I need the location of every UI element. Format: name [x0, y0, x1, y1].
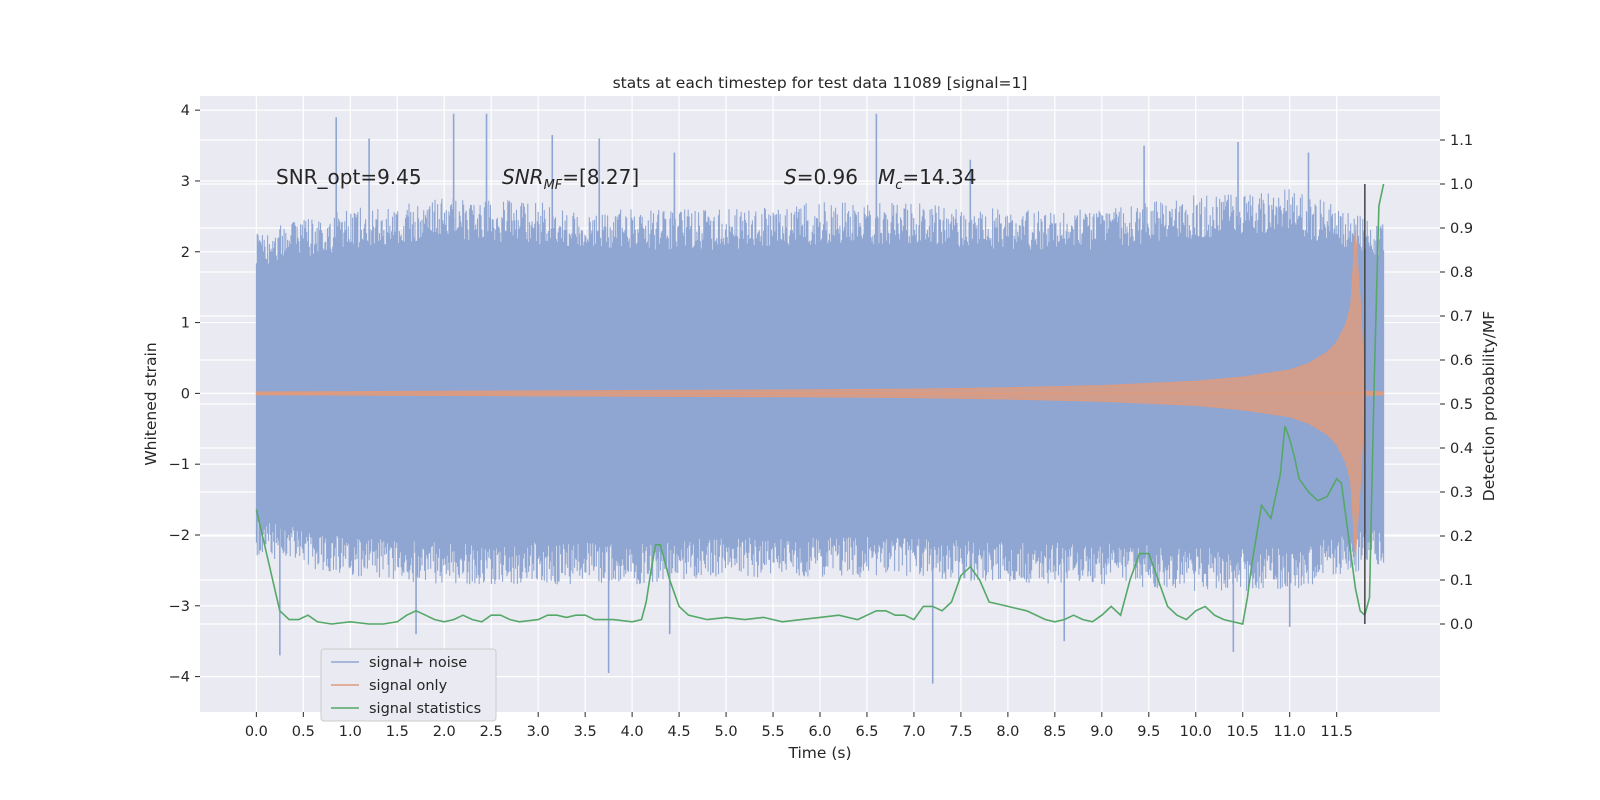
- x-tick-label: 2.0: [433, 724, 456, 740]
- snr-mf-subscript: MF: [544, 178, 563, 193]
- x-tick-label: 9.0: [1090, 724, 1113, 740]
- mc-subscript: c: [895, 178, 902, 193]
- y-tick-label-right: 0.7: [1450, 309, 1473, 325]
- legend: signal+ noise signal only signal statist…: [320, 648, 497, 722]
- x-tick-label: 8.5: [1043, 724, 1066, 740]
- y-tick-label-right: 0.4: [1450, 441, 1473, 457]
- chart-title: stats at each timestep for test data 110…: [613, 74, 1028, 92]
- y-tick-label-right: 1.0: [1450, 177, 1473, 193]
- y-tick-label-left: −4: [169, 670, 190, 686]
- x-tick-label: 1.0: [339, 724, 362, 740]
- x-tick-label: 4.5: [668, 724, 691, 740]
- y-tick-label-right: 0.0: [1450, 617, 1473, 633]
- x-tick-label: 6.0: [808, 724, 831, 740]
- y-tick-label-right: 0.9: [1450, 221, 1473, 237]
- x-tick-label: 0.0: [245, 724, 268, 740]
- y-tick-label-left: −1: [169, 457, 190, 473]
- legend-label-signal-only: signal only: [369, 678, 448, 694]
- y-tick-label-left: 4: [181, 103, 190, 119]
- x-tick-label: 5.5: [761, 724, 784, 740]
- annotation-snr-mf: SNRMF=[8.27]: [502, 165, 639, 193]
- x-tick-label: 3.5: [574, 724, 597, 740]
- y-axis-label-right: Detection probability/MF: [1480, 311, 1498, 502]
- signal-only-series: [255, 230, 1385, 557]
- x-tick-label: 11.5: [1321, 724, 1353, 740]
- x-tick-label: 1.5: [386, 724, 409, 740]
- y-tick-label-left: 2: [181, 245, 190, 261]
- x-tick-label: 11.0: [1274, 724, 1306, 740]
- x-tick-label: 4.0: [621, 724, 644, 740]
- x-tick-label: 5.0: [715, 724, 738, 740]
- mc-value: =14.34: [902, 165, 976, 189]
- x-tick-label: 7.5: [949, 724, 972, 740]
- signal-statistics-series: [255, 183, 1385, 625]
- y-tick-label-right: 0.8: [1450, 265, 1473, 281]
- x-tick-label: 10.5: [1227, 724, 1259, 740]
- y-tick-label-left: 3: [181, 174, 190, 190]
- y-tick-label-right: 1.1: [1450, 133, 1473, 149]
- y-axis-label-left: Whitened strain: [142, 342, 160, 465]
- y-tick-label-right: 0.1: [1450, 573, 1473, 589]
- legend-label-signal-noise: signal+ noise: [369, 655, 467, 671]
- x-tick-label: 3.0: [527, 724, 550, 740]
- y-tick-label-right: 0.2: [1450, 529, 1473, 545]
- legend-box: [320, 648, 497, 722]
- y-tick-label-left: −3: [169, 599, 190, 615]
- x-tick-label: 10.0: [1180, 724, 1212, 740]
- annotation-s: S=0.96: [784, 165, 858, 189]
- y-tick-label-right: 0.3: [1450, 485, 1473, 501]
- y-tick-label-left: 0: [181, 386, 190, 402]
- x-tick-label: 7.0: [902, 724, 925, 740]
- annotation-snr-opt: SNR_opt=9.45: [276, 165, 422, 189]
- snr-mf-value: =[8.27]: [562, 165, 639, 189]
- y-tick-label-left: −2: [169, 528, 190, 544]
- x-tick-label: 9.5: [1137, 724, 1160, 740]
- s-symbol: S: [784, 165, 797, 189]
- x-tick-label: 8.0: [996, 724, 1019, 740]
- legend-label-signal-statistics: signal statistics: [369, 701, 481, 717]
- y-tick-label-left: 1: [181, 316, 190, 332]
- x-tick-label: 2.5: [480, 724, 503, 740]
- y-tick-label-right: 0.6: [1450, 353, 1473, 369]
- snr-mf-main: SNR: [502, 165, 544, 189]
- s-value: =0.96: [797, 165, 858, 189]
- axis-ticks: 0.0 0.5 1.0 1.5 2.0 2.5 3.0 3.5 4.0 4.5 5.0 5.5 6.0 6…: [169, 103, 1473, 740]
- x-axis-label: Time (s): [787, 744, 851, 762]
- mc-main: M: [878, 165, 895, 189]
- signal-statistics-line: [255, 183, 1385, 625]
- annotation-mc: Mc=14.34: [878, 165, 976, 193]
- x-tick-label: 0.5: [292, 724, 315, 740]
- x-tick-label: 6.5: [855, 724, 878, 740]
- y-tick-label-right: 0.5: [1450, 397, 1473, 413]
